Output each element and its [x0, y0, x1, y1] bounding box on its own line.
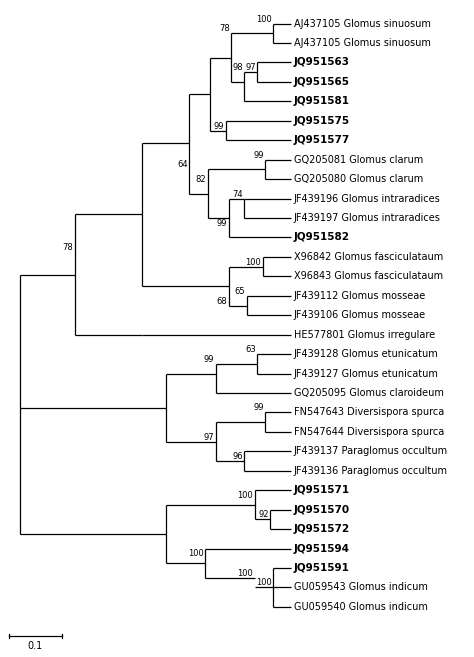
Text: 99: 99	[203, 355, 214, 364]
Text: JQ951570: JQ951570	[294, 505, 350, 514]
Text: HE577801 Glomus irregulare: HE577801 Glomus irregulare	[294, 330, 435, 340]
Text: JF439128 Glomus etunicatum: JF439128 Glomus etunicatum	[294, 349, 438, 359]
Text: JF439106 Glomus mosseae: JF439106 Glomus mosseae	[294, 310, 426, 320]
Text: FN547643 Diversispora spurca: FN547643 Diversispora spurca	[294, 407, 444, 417]
Text: JQ951577: JQ951577	[294, 135, 350, 145]
Text: JF439112 Glomus mosseae: JF439112 Glomus mosseae	[294, 291, 426, 301]
Text: JF439127 Glomus etunicatum: JF439127 Glomus etunicatum	[294, 369, 439, 378]
Text: 100: 100	[188, 549, 203, 558]
Text: 82: 82	[196, 175, 206, 184]
Text: 63: 63	[245, 345, 256, 354]
Text: 99: 99	[253, 150, 264, 160]
Text: JQ951565: JQ951565	[294, 77, 350, 87]
Text: X96842 Glomus fasciculataum: X96842 Glomus fasciculataum	[294, 252, 443, 262]
Text: JF439136 Paraglomus occultum: JF439136 Paraglomus occultum	[294, 466, 448, 476]
Text: JQ951582: JQ951582	[294, 233, 350, 242]
Text: GQ205081 Glomus clarum: GQ205081 Glomus clarum	[294, 154, 423, 165]
Text: GU059540 Glomus indicum: GU059540 Glomus indicum	[294, 602, 428, 612]
Text: 99: 99	[217, 219, 227, 228]
Text: 100: 100	[255, 14, 272, 24]
Text: 78: 78	[62, 243, 73, 252]
Text: 97: 97	[203, 433, 214, 442]
Text: FN547644 Diversispora spurca: FN547644 Diversispora spurca	[294, 427, 444, 437]
Text: JQ951572: JQ951572	[294, 524, 350, 534]
Text: JQ951581: JQ951581	[294, 97, 350, 106]
Text: 99: 99	[253, 403, 264, 413]
Text: AJ437105 Glomus sinuosum: AJ437105 Glomus sinuosum	[294, 38, 431, 48]
Text: 100: 100	[237, 491, 253, 500]
Text: JQ951571: JQ951571	[294, 486, 350, 495]
Text: 96: 96	[232, 452, 243, 461]
Text: 0.1: 0.1	[28, 641, 43, 651]
Text: 99: 99	[214, 122, 225, 131]
Text: GQ205095 Glomus claroideum: GQ205095 Glomus claroideum	[294, 388, 444, 398]
Text: 65: 65	[235, 287, 246, 296]
Text: AJ437105 Glomus sinuosum: AJ437105 Glomus sinuosum	[294, 18, 431, 29]
Text: X96843 Glomus fasciculataum: X96843 Glomus fasciculataum	[294, 271, 443, 281]
Text: 97: 97	[245, 63, 256, 72]
Text: 100: 100	[237, 569, 253, 578]
Text: JQ951594: JQ951594	[294, 543, 350, 554]
Text: 68: 68	[216, 296, 227, 306]
Text: JF439137 Paraglomus occultum: JF439137 Paraglomus occultum	[294, 446, 448, 457]
Text: 98: 98	[232, 63, 243, 72]
Text: GQ205080 Glomus clarum: GQ205080 Glomus clarum	[294, 174, 423, 184]
Text: 92: 92	[258, 510, 269, 520]
Text: JQ951575: JQ951575	[294, 116, 350, 126]
Text: JQ951591: JQ951591	[294, 563, 350, 573]
Text: JF439196 Glomus intraradices: JF439196 Glomus intraradices	[294, 194, 441, 204]
Text: 64: 64	[177, 160, 188, 170]
Text: JF439197 Glomus intraradices: JF439197 Glomus intraradices	[294, 213, 441, 223]
Text: JQ951563: JQ951563	[294, 58, 350, 68]
Text: 100: 100	[255, 578, 272, 587]
Text: 78: 78	[219, 24, 230, 34]
Text: GU059543 Glomus indicum: GU059543 Glomus indicum	[294, 583, 428, 593]
Text: 100: 100	[245, 258, 261, 267]
Text: 74: 74	[232, 190, 243, 198]
